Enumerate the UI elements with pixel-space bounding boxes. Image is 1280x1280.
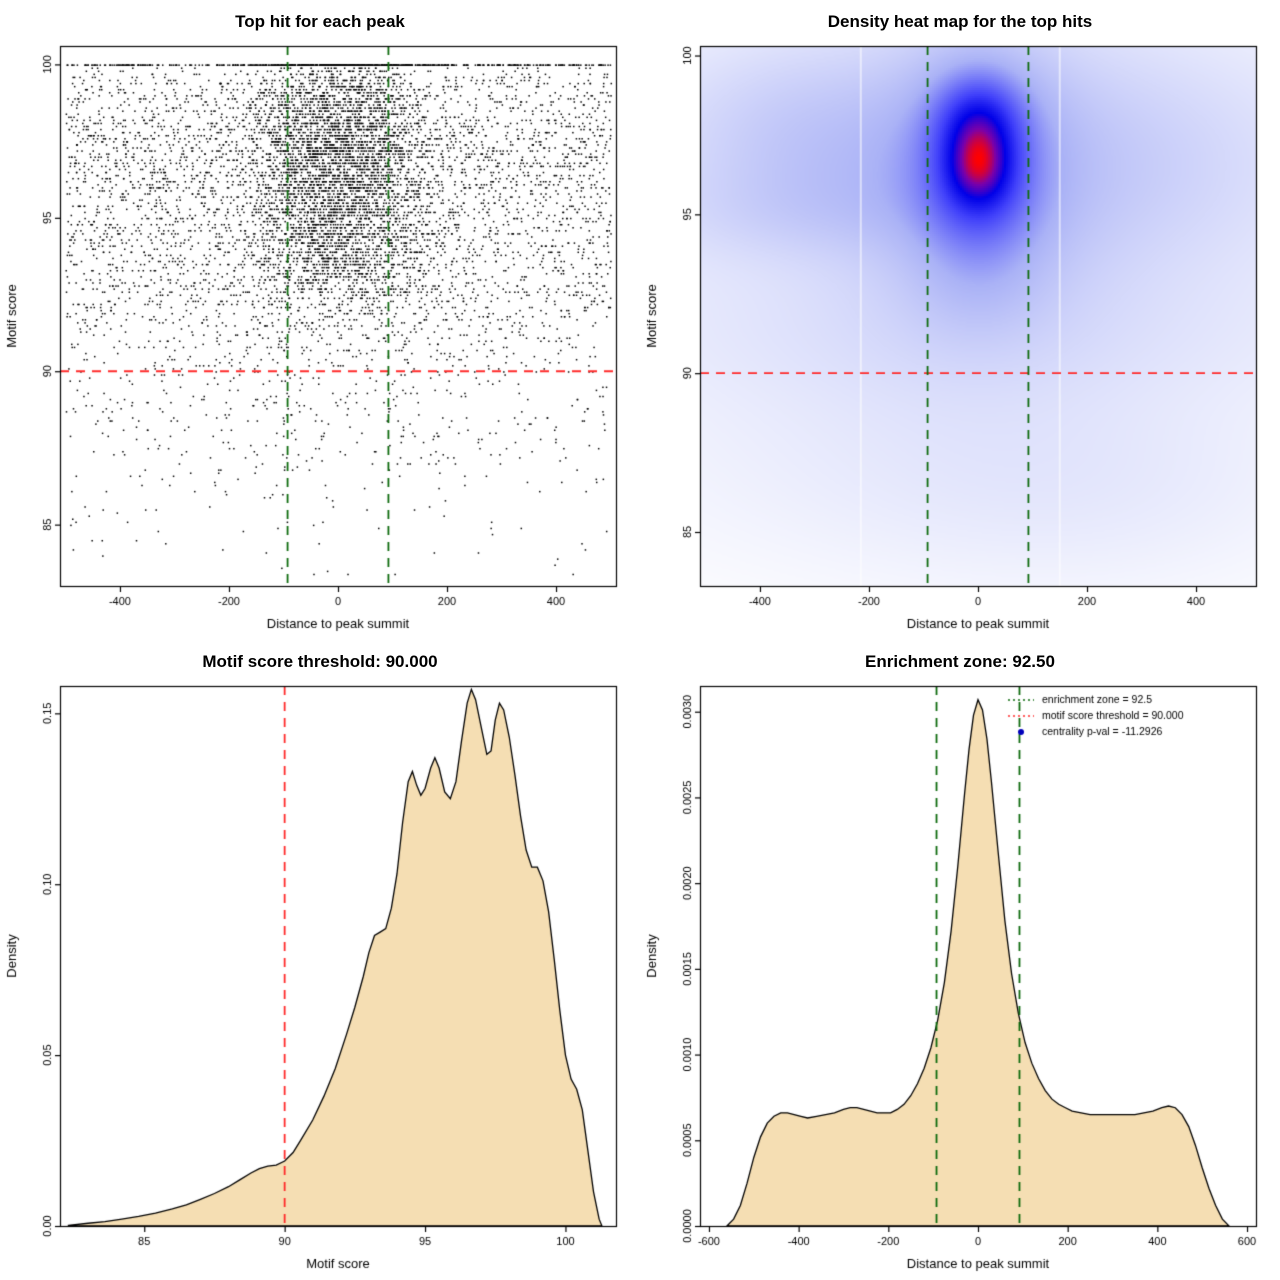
score-density-canvas [0, 678, 640, 1280]
distance-density-canvas [640, 678, 1280, 1280]
panel-distance-density: Enrichment zone: 92.50 [640, 640, 1280, 1280]
panel-scatter-title: Top hit for each peak [235, 12, 405, 31]
panel-distance-density-title: Enrichment zone: 92.50 [865, 652, 1055, 671]
panel-scatter: Top hit for each peak [0, 0, 640, 640]
panel-heatmap-title: Density heat map for the top hits [827, 12, 1093, 31]
panel-score-density: Motif score threshold: 90.000 [0, 640, 640, 1280]
panel-heatmap: Density heat map for the top hits [640, 0, 1280, 640]
heatmap-plot-canvas [640, 38, 1280, 640]
scatter-plot-canvas [0, 38, 640, 640]
panel-score-density-title: Motif score threshold: 90.000 [202, 652, 438, 671]
